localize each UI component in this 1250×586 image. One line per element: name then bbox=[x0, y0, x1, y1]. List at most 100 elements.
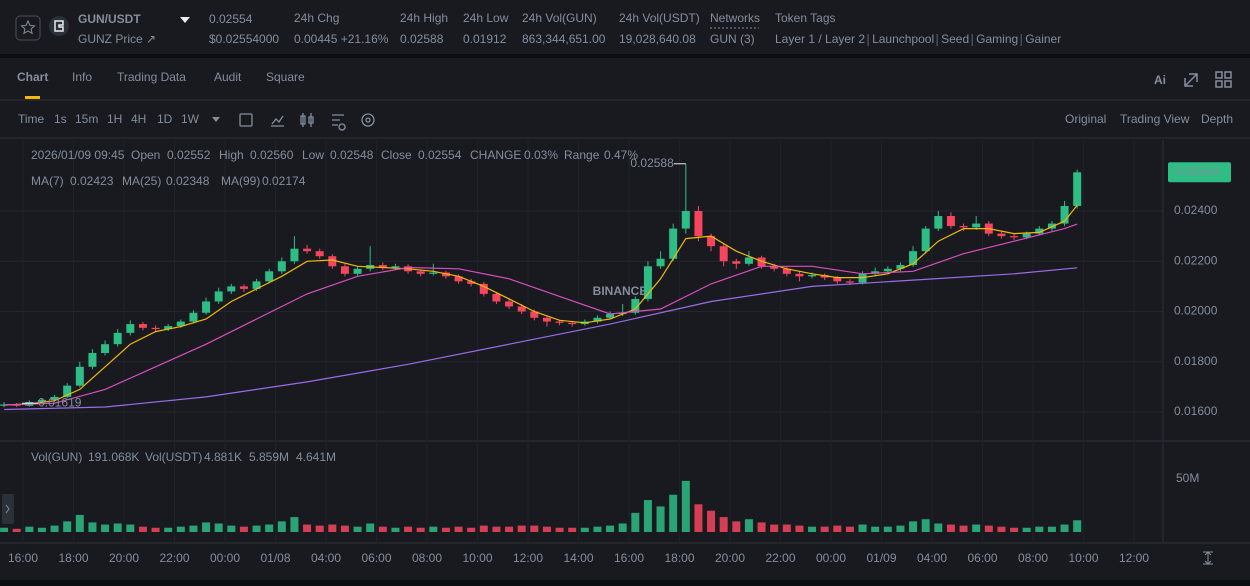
interval-option[interactable]: 4H bbox=[131, 112, 146, 126]
layout-icon[interactable] bbox=[1215, 71, 1232, 88]
interval-option[interactable]: 1s bbox=[54, 112, 67, 126]
auto-scale-icon[interactable] bbox=[1203, 551, 1213, 565]
candle-body bbox=[997, 233, 1006, 237]
volume-bar bbox=[25, 526, 34, 532]
x-tick-label: 16:00 bbox=[614, 551, 644, 565]
volume-bar bbox=[492, 526, 501, 532]
interval-option[interactable]: 15m bbox=[75, 112, 98, 126]
interval-option[interactable]: Time bbox=[18, 112, 45, 126]
token-tag[interactable]: Seed bbox=[941, 32, 969, 46]
volume-bar bbox=[227, 525, 236, 532]
x-tick-label: 18:00 bbox=[664, 551, 694, 565]
volume-bar bbox=[404, 526, 413, 532]
candle-body bbox=[239, 286, 248, 289]
candle-body bbox=[555, 321, 564, 323]
candle-body bbox=[227, 286, 236, 292]
token-tag[interactable]: Gaming bbox=[976, 32, 1018, 46]
volume-bar bbox=[454, 526, 463, 532]
interval-option[interactable]: 1W bbox=[181, 112, 200, 126]
candle-body bbox=[694, 211, 703, 237]
favorite-button[interactable] bbox=[15, 15, 41, 41]
volume-bar bbox=[820, 526, 829, 532]
candle-body bbox=[1010, 236, 1019, 238]
view-option[interactable]: Original bbox=[1065, 112, 1106, 126]
indicator-icon[interactable] bbox=[271, 115, 284, 127]
volume-legend-value: 5.859M bbox=[249, 450, 289, 464]
x-tick-label: 00:00 bbox=[816, 551, 846, 565]
candle-body bbox=[934, 216, 943, 229]
volume-bar bbox=[845, 526, 854, 532]
low-marker-label: 0.01619 bbox=[38, 395, 82, 409]
candle-body bbox=[303, 248, 312, 252]
info-label: Range bbox=[564, 148, 600, 162]
top-bar bbox=[0, 0, 1250, 54]
view-option[interactable]: Trading View bbox=[1120, 112, 1190, 126]
ai-button[interactable]: Ai bbox=[1154, 73, 1166, 87]
candle-body bbox=[593, 317, 602, 322]
x-tick-label: 06:00 bbox=[967, 551, 997, 565]
tab[interactable]: Square bbox=[266, 70, 305, 84]
price-usd: $0.02554000 bbox=[209, 32, 279, 46]
volume-bar bbox=[138, 526, 147, 532]
candle-body bbox=[202, 301, 211, 313]
info-value: 0.02548 bbox=[330, 148, 374, 162]
volume-bar bbox=[883, 526, 892, 532]
candle-body bbox=[176, 321, 185, 327]
volume-bar bbox=[1073, 520, 1082, 532]
volume-bar bbox=[479, 525, 488, 532]
volume-legend-label: Vol(USDT) bbox=[145, 450, 202, 464]
volume-bar bbox=[997, 526, 1006, 532]
candle-body bbox=[808, 275, 817, 277]
x-tick-label: 12:00 bbox=[1119, 551, 1149, 565]
candle-body bbox=[744, 257, 753, 264]
volume-bar bbox=[921, 519, 930, 532]
calendar-icon[interactable] bbox=[239, 113, 253, 127]
x-tick-label: 22:00 bbox=[159, 551, 189, 565]
volume-bar bbox=[176, 526, 185, 532]
token-tag[interactable]: Launchpool bbox=[872, 32, 934, 46]
x-tick-label: 10:00 bbox=[462, 551, 492, 565]
candle-body bbox=[113, 332, 122, 345]
candle-type-icon[interactable] bbox=[300, 113, 314, 127]
candle-body bbox=[858, 273, 867, 283]
stat-value: 863,344,651.00 bbox=[522, 32, 606, 46]
tab[interactable]: Audit bbox=[214, 70, 242, 84]
candle-body bbox=[37, 399, 46, 402]
volume-bar bbox=[795, 525, 804, 532]
candle-body bbox=[63, 385, 72, 397]
volume-bar bbox=[391, 527, 400, 532]
interval-option[interactable]: 1D bbox=[157, 112, 173, 126]
collapse-handle[interactable] bbox=[2, 494, 14, 524]
x-tick-label: 10:00 bbox=[1068, 551, 1098, 565]
watermark: BINANCE bbox=[593, 284, 648, 298]
tab[interactable]: Trading Data bbox=[117, 70, 186, 84]
candle-body bbox=[353, 268, 362, 274]
tab[interactable]: Chart bbox=[17, 70, 48, 84]
ma-line bbox=[4, 267, 1078, 411]
candle-body bbox=[707, 236, 716, 247]
candle-body bbox=[391, 266, 400, 268]
candle-body bbox=[820, 275, 829, 278]
token-tag[interactable]: Layer 1 / Layer 2 bbox=[775, 32, 865, 46]
token-tag[interactable]: Gainer bbox=[1025, 32, 1061, 46]
last-price-badge bbox=[1168, 162, 1231, 183]
volume-bar bbox=[858, 524, 867, 532]
volume-bar bbox=[290, 517, 299, 532]
interval-dropdown[interactable] bbox=[212, 117, 220, 122]
candle-body bbox=[277, 261, 286, 272]
fullscreen-icon[interactable] bbox=[1184, 73, 1198, 87]
toolbar-icons bbox=[239, 113, 375, 131]
settings-icon[interactable] bbox=[361, 113, 375, 127]
high-marker-label: 0.02588 bbox=[630, 156, 674, 170]
volume-bar bbox=[340, 525, 349, 532]
volume-bar bbox=[1060, 524, 1069, 532]
interval-option[interactable]: 1H bbox=[107, 112, 122, 126]
view-option[interactable]: Depth bbox=[1201, 112, 1233, 126]
pair-dropdown[interactable] bbox=[180, 17, 190, 23]
candle-body bbox=[606, 314, 615, 318]
candle-body bbox=[126, 324, 135, 333]
tab[interactable]: Info bbox=[72, 70, 92, 84]
settings-list-icon[interactable] bbox=[332, 114, 346, 131]
volume-bar bbox=[214, 523, 223, 532]
volume-bar bbox=[542, 526, 551, 532]
